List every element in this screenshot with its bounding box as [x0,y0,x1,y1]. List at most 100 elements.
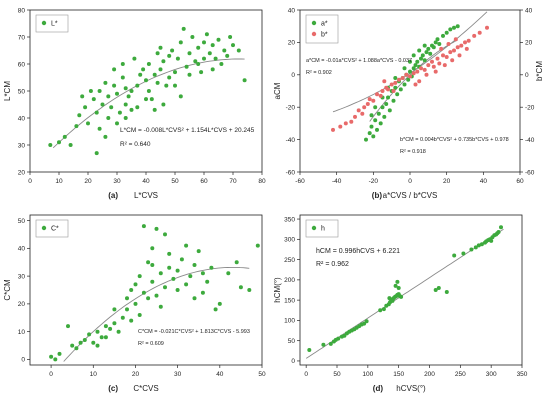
data-point-L-star [149,97,154,102]
data-point-b-star [466,38,471,43]
data-point-L-star [115,91,119,96]
data-point-C-star [91,340,96,345]
fit-equation-b: b*CM = 0.004b*CVS² + 0.735b*CVS + 0.978 [400,137,509,143]
data-point-a-star [384,102,389,106]
data-point-L-star [146,89,151,93]
data-point-a-star [395,92,400,97]
data-point-C-star [200,290,205,295]
x-tick-label: 60 [516,178,524,185]
data-point-L-star [175,56,180,61]
data-point-b-star [411,71,416,76]
x-axis-label: L*CVS [134,191,158,200]
data-point-C-star [234,260,239,265]
data-point-C-star [49,354,54,359]
data-point-C-star [103,324,108,329]
fit-equation: hCM = 0.996hCVS + 6.221 [316,248,400,255]
x-axis-label: a*CVS / b*CVS [383,191,438,200]
data-point-L-star [173,83,177,88]
x-tick-label: 80 [258,178,266,185]
data-point-a-star [415,59,420,64]
data-point-a-star [419,56,423,61]
y-tick-label: 100 [284,318,295,325]
data-point-L-star [109,105,114,110]
data-point-h [328,341,333,346]
data-point-C-star [167,251,172,256]
legend-label: b* [321,32,328,39]
data-point-L-star [178,40,183,45]
data-point-C-star [213,307,218,312]
data-point-b-star [464,46,469,51]
data-point-C-star [192,263,197,267]
data-point-L-star [161,59,166,64]
data-point-h [496,230,501,234]
data-point-C-star [78,340,83,345]
legend-marker [311,31,317,37]
y-axis-label: aCM [273,82,282,99]
x-tick-label: 0 [28,178,32,185]
data-point-L-star [117,110,122,115]
data-point-C-star [154,293,159,298]
fit-curve [52,58,245,149]
data-point-b-star [444,55,449,59]
data-point-C-star [171,276,176,281]
y-tick-label: -60 [286,169,296,176]
data-point-C-star [70,343,75,348]
data-point-L-star [135,105,140,110]
data-point-L-star [222,48,227,53]
x-tick-label: 40 [216,371,224,378]
data-point-L-star [115,121,119,126]
x-tick-label: 100 [362,371,373,378]
data-point-L-star [210,43,215,48]
data-point-C-star [112,321,117,326]
data-point-L-star [155,80,160,85]
data-point-b-star [419,66,423,71]
data-point-L-star [141,67,146,72]
x-tick-label: 40 [480,178,488,185]
y-tick-label: 0 [291,72,295,79]
data-point-L-star [120,75,125,80]
data-point-C-star [141,290,146,295]
y-tick-label: 350 [284,216,295,223]
y-tick-label: 0 [291,358,295,365]
legend-marker [311,20,317,26]
data-point-a-star [422,58,427,63]
data-point-h [378,308,383,313]
data-point-a-star [367,131,372,136]
data-point-L-star [199,70,204,75]
data-point-h [307,348,312,352]
data-point-C-star [87,332,92,337]
data-point-C-star [133,282,138,287]
panel-label: (b) [372,191,383,200]
data-point-a-star [380,105,385,110]
data-point-L-star [123,116,128,120]
data-point-b-star [431,64,436,69]
legend: L* [35,14,69,33]
data-point-h [393,283,398,288]
data-point-L-star [216,37,221,42]
data-point-b-star [442,63,447,68]
right-tick-label: 20 [525,40,533,47]
data-point-L-star [173,70,177,75]
data-point-C-star [150,279,155,284]
fit-curve [63,266,250,362]
data-point-b-star [424,72,429,77]
data-point-L-star [123,86,128,91]
data-point-L-star [57,140,61,145]
data-point-L-star [91,97,96,102]
x-tick-label: 20 [443,178,451,185]
data-point-b-star [362,105,367,110]
data-point-C-star [163,232,167,237]
data-point-a-star [435,37,440,42]
data-point-L-star [112,67,117,72]
data-point-C-star [141,224,146,229]
data-point-C-star [57,351,62,356]
data-point-a-star [398,87,403,92]
data-point-L-star [167,53,172,58]
r-squared: R² = 0.962 [316,261,349,268]
data-point-b-star [457,53,462,58]
data-point-b-star [404,72,409,77]
data-point-a-star [369,113,374,118]
data-point-L-star [88,89,93,93]
data-point-C-star [120,315,125,320]
chart-panel-3: 0 10 20 30 40 50 0 10 20 30 40 50 C* C*CVS C*CM (c) C*CM… [3,214,266,393]
